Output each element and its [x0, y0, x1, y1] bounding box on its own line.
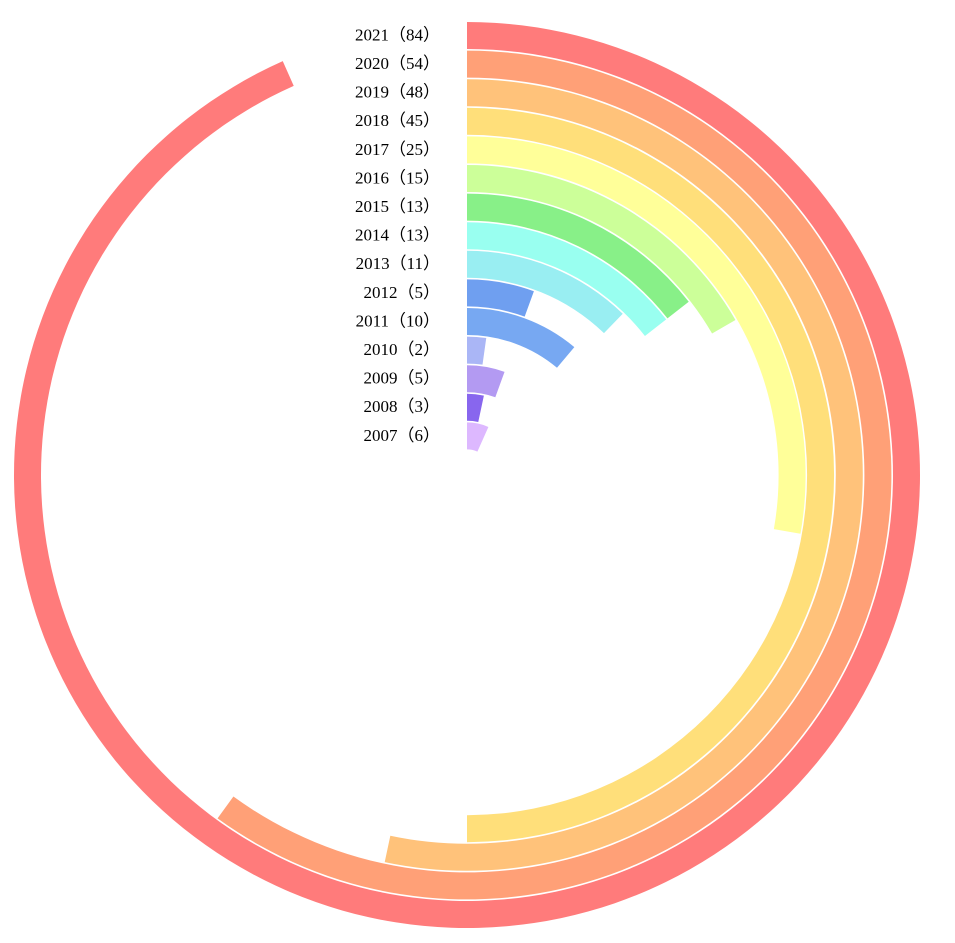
radial-bar [467, 422, 489, 452]
bar-label: 2010（2） [364, 340, 441, 359]
radial-bar [467, 393, 484, 422]
radial-bar [467, 250, 623, 334]
radial-bar [467, 165, 736, 334]
bar-label: 2013（11） [356, 254, 440, 273]
bar-label: 2012（5） [364, 283, 441, 302]
bar-label: 2008（3） [364, 397, 441, 416]
bar-label: 2019（48） [355, 83, 440, 102]
bar-label: 2021（84） [355, 25, 440, 44]
radial-bar [467, 308, 575, 368]
bar-label: 2007（6） [364, 426, 441, 445]
radial-bar [467, 222, 667, 336]
radial-bar [467, 279, 534, 317]
bar-label: 2015（13） [355, 197, 440, 216]
bar-label: 2016（15） [355, 168, 440, 187]
bar-label: 2018（45） [355, 111, 440, 130]
radial-bar [467, 365, 505, 398]
bar-label: 2020（54） [355, 54, 440, 73]
radial-bar [467, 336, 487, 365]
bar-label: 2017（25） [355, 140, 440, 159]
bar-label: 2011（10） [356, 311, 440, 330]
bar-label: 2014（13） [355, 226, 440, 245]
bar-label: 2009（5） [364, 369, 441, 388]
radial-bar [467, 193, 689, 319]
